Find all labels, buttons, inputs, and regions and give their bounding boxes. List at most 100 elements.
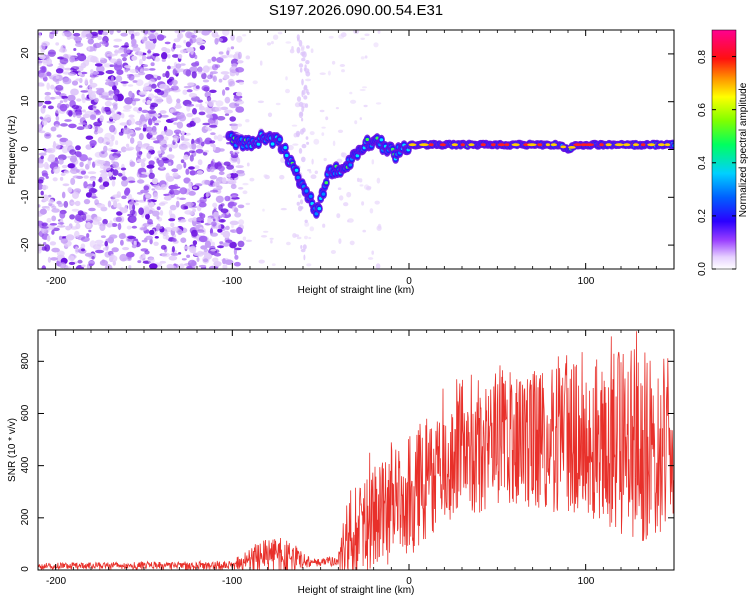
spectrogram-noise-blob	[191, 229, 198, 237]
spectrogram-noise-blob	[145, 126, 153, 132]
spectrogram-noise-blob	[184, 201, 194, 207]
spectrogram-noise-blob	[97, 136, 104, 144]
spectrogram-noise-blob	[154, 122, 160, 126]
spectrogram-track-peak	[632, 143, 640, 147]
spectrogram-noise-blob	[204, 106, 212, 113]
spectrogram-noise-blob	[168, 162, 172, 166]
colorbar-ticks	[712, 56, 736, 270]
spectrogram-noise-blob	[143, 64, 148, 68]
spectrogram-noise-blob	[114, 95, 118, 102]
spectrogram-noise-blob	[43, 242, 47, 246]
spectrogram-noise-blob	[213, 252, 222, 257]
spectrogram-noise-blob	[195, 149, 204, 154]
spectrogram-noise-blob	[192, 217, 197, 222]
spectrogram-noise-blob	[116, 191, 122, 198]
spectrogram-noise-blob	[160, 184, 167, 191]
spectrogram-noise-blob	[51, 30, 59, 33]
spectrogram-noise-blob	[174, 30, 183, 34]
spectrogram-noise-blob	[200, 220, 204, 223]
spectrogram-noise-blob	[367, 257, 374, 260]
spectrogram-panel: -20 -10 0 10 20 -200 -100 0 100 Height o…	[7, 29, 675, 296]
spectrogram-noise-blob	[143, 30, 149, 35]
spectrogram-noise-blob	[179, 49, 187, 54]
spectrogram-noise-blob	[196, 170, 204, 175]
spectrogram-noise-blob	[327, 70, 331, 76]
spectrogram-noise-blob	[269, 237, 274, 240]
spectrogram-noise-blob	[41, 227, 50, 234]
spectrogram-noise-blob	[132, 204, 136, 211]
spectrogram-noise-blob	[199, 105, 205, 111]
spectrogram-noise-blob	[174, 105, 182, 109]
spectrogram-noise-blob	[306, 45, 310, 49]
spectrogram-noise-blob	[183, 246, 192, 250]
spectrogram-noise-blob	[47, 49, 57, 57]
spectrogram-noise-blob	[301, 90, 304, 98]
spectrogram-noise-blob	[111, 179, 116, 187]
spectrogram-noise-blob	[203, 258, 209, 263]
spectrogram-track-core	[277, 137, 282, 141]
spectrogram-noise-blob	[165, 144, 173, 148]
spectrogram-noise-blob	[99, 150, 108, 158]
spectrogram-noise-blob	[60, 95, 68, 99]
spectrogram-noise-blob	[122, 109, 131, 112]
spectrogram-noise-blob	[222, 89, 226, 96]
spectrogram-noise-blob	[146, 164, 155, 169]
spectrogram-noise-blob	[180, 135, 185, 141]
spectrogram-noise-blob	[194, 139, 201, 145]
spectrogram-noise-blob	[298, 39, 303, 47]
spectrogram-noise-blob	[88, 260, 95, 264]
spectrogram-noise-blob	[376, 177, 381, 184]
spectrogram-noise-blob	[371, 159, 375, 165]
spectrogram-track-peak	[460, 143, 465, 147]
spectrogram-x-tick-label-3: 100	[578, 276, 595, 287]
spectrogram-noise-blob	[160, 130, 166, 136]
spectrogram-noise-blob	[122, 171, 126, 176]
spectrogram-noise-blob	[50, 126, 57, 132]
spectrogram-noise-blob	[61, 145, 69, 154]
spectrogram-noise-blob	[61, 191, 66, 199]
spectrogram-noise-blob	[210, 232, 219, 237]
spectrogram-noise-blob	[46, 71, 52, 77]
spectrogram-noise-blob	[54, 157, 59, 162]
spectrogram-noise-blob	[62, 77, 72, 85]
spectrogram-noise-blob	[210, 132, 216, 136]
spectrogram-noise-blob	[300, 248, 306, 253]
spectrogram-noise-blob	[92, 244, 102, 250]
spectrogram-noise-blob	[96, 203, 106, 209]
spectrogram-noise-blob	[296, 46, 301, 54]
spectrogram-noise-blob	[178, 263, 185, 269]
spectrogram-noise-blob	[41, 222, 48, 227]
spectrogram-noise-blob	[113, 200, 118, 208]
spectrogram-noise-blob	[359, 117, 362, 121]
spectrogram-noise-blob	[364, 55, 368, 59]
spectrogram-noise-blob	[216, 134, 223, 142]
colorbar-tick-label-0: 0.0	[697, 262, 708, 276]
spectrogram-noise-blob	[87, 46, 91, 51]
spectrogram-noise-blob	[67, 94, 76, 102]
spectrogram-noise-blob	[179, 187, 188, 195]
spectrogram-noise-blob	[108, 139, 114, 147]
spectrogram-track-core	[321, 192, 326, 196]
spectrogram-noise-blob	[97, 35, 103, 41]
spectrogram-noise-blob	[213, 135, 218, 140]
spectrogram-noise-blob	[38, 226, 41, 232]
spectrogram-noise-blob	[226, 142, 231, 145]
spectrogram-track-peak	[568, 146, 576, 149]
spectrogram-track-core	[355, 154, 360, 158]
spectrogram-noise-blob	[196, 229, 205, 233]
spectrogram-noise-blob	[361, 201, 365, 206]
spectrogram-noise-blob	[191, 34, 198, 38]
spectrogram-noise-blob	[364, 33, 370, 37]
spectrogram-track-peak	[491, 143, 496, 147]
spectrogram-noise-blob	[87, 171, 97, 175]
spectrogram-noise-blob	[176, 112, 185, 119]
spectrogram-noise-blob	[138, 91, 147, 96]
spectrogram-noise-blob	[130, 238, 134, 243]
spectrogram-noise-blob	[142, 86, 152, 91]
spectrogram-noise-blob	[83, 59, 90, 67]
spectrogram-noise-blob	[330, 250, 336, 254]
spectrogram-noise-blob	[212, 202, 218, 208]
spectrogram-noise-blob	[225, 225, 230, 231]
spectrogram-noise-blob	[197, 159, 203, 166]
spectrogram-noise-blob	[76, 169, 80, 173]
